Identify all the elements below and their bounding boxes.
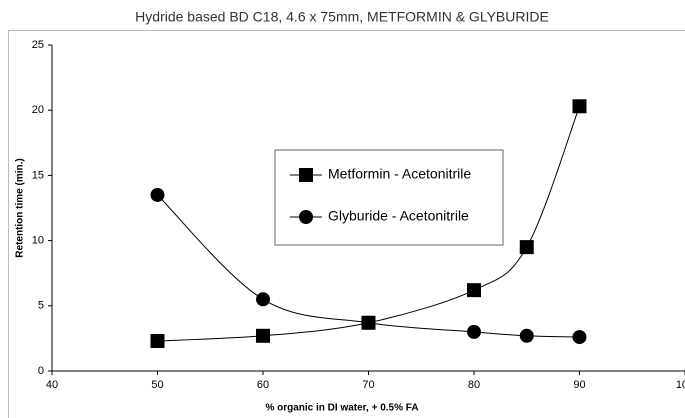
legend-label: Glyburide - Acetonitrile bbox=[328, 208, 469, 224]
y-tick-label: 5 bbox=[38, 300, 44, 312]
x-tick-label: 90 bbox=[573, 379, 585, 391]
data-point bbox=[572, 330, 587, 345]
x-tick-label: 40 bbox=[46, 379, 58, 391]
data-point bbox=[467, 324, 481, 339]
data-point bbox=[150, 187, 165, 202]
y-tick-label: 20 bbox=[32, 104, 44, 116]
chart-title: Hydride based BD C18, 4.6 x 75mm, METFOR… bbox=[135, 9, 549, 25]
x-tick-label: 80 bbox=[468, 379, 480, 391]
y-tick-label: 25 bbox=[32, 39, 44, 51]
legend-marker bbox=[299, 168, 313, 182]
data-point bbox=[256, 328, 270, 343]
series-line bbox=[157, 106, 580, 342]
data-point bbox=[519, 240, 534, 255]
data-point bbox=[519, 328, 534, 343]
y-tick-label: 15 bbox=[32, 169, 44, 181]
x-axis-label: % organic in DI water, + 0.5% FA bbox=[265, 403, 418, 414]
x-tick-label: 70 bbox=[362, 379, 374, 391]
legend bbox=[274, 149, 504, 246]
data-point bbox=[572, 99, 587, 114]
data-point bbox=[467, 283, 481, 298]
y-tick-label: 10 bbox=[32, 235, 44, 247]
legend-label: Metformin - Acetonitrile bbox=[328, 166, 471, 182]
x-tick-label: 50 bbox=[151, 379, 163, 391]
data-point bbox=[150, 334, 165, 349]
legend-marker bbox=[299, 210, 313, 224]
y-tick-label: 0 bbox=[38, 365, 44, 377]
data-point bbox=[256, 292, 270, 307]
x-tick-label: 60 bbox=[257, 379, 269, 391]
y-axis-label: Retention time (min.) bbox=[15, 158, 26, 257]
x-tick-label: 100 bbox=[676, 379, 685, 391]
data-point bbox=[361, 315, 376, 330]
frame bbox=[8, 30, 685, 418]
